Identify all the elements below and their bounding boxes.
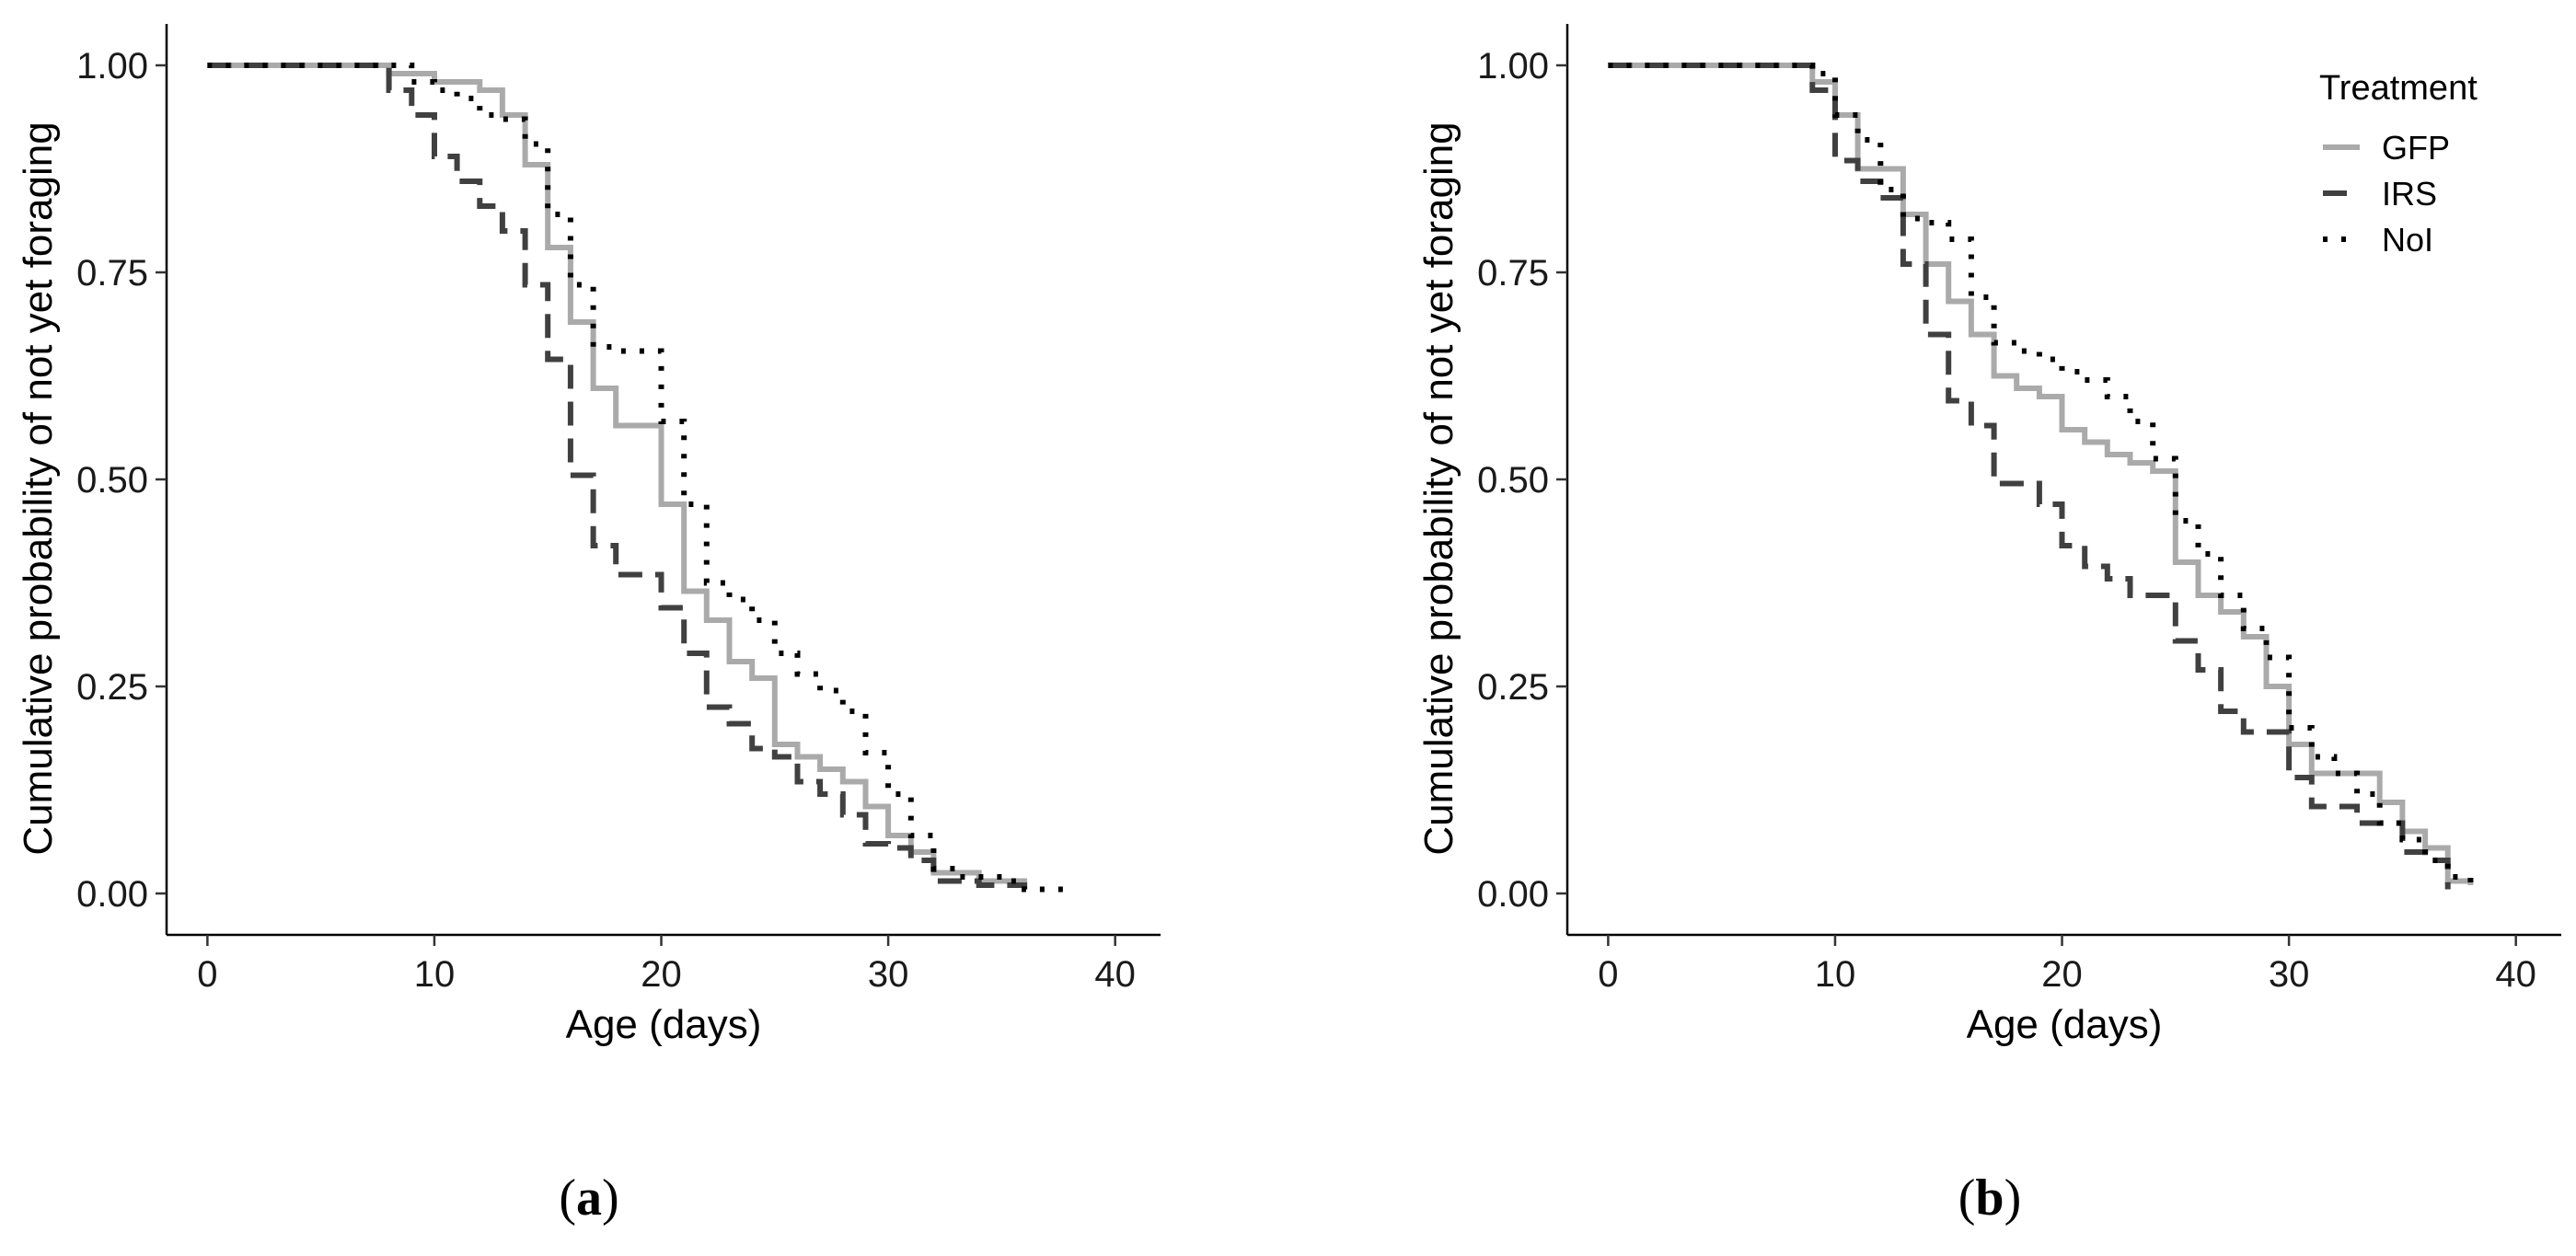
panel-label: (b) xyxy=(1958,1170,2021,1227)
x-tick-label: 20 xyxy=(641,954,682,995)
x-tick-label: 10 xyxy=(1815,954,1856,995)
series-line-gfp xyxy=(207,63,1028,885)
legend-label-irs: IRS xyxy=(2382,175,2437,213)
legend: Treatment GFP IRS NoI xyxy=(2319,69,2478,259)
legend-label-gfp: GFP xyxy=(2382,129,2450,167)
x-tick-label: 10 xyxy=(414,954,456,995)
x-tick-label: 40 xyxy=(1094,954,1136,995)
y-tick-label: 0.75 xyxy=(76,253,148,294)
y-tick-label: 0.50 xyxy=(1477,460,1549,501)
x-tick-label: 40 xyxy=(2495,954,2536,995)
y-axis-title: Cumulative probability of not yet foragi… xyxy=(1416,121,1461,855)
y-tick-label: 1.00 xyxy=(1477,46,1549,86)
x-tick-label: 20 xyxy=(2041,954,2083,995)
x-tick-label: 0 xyxy=(1598,954,1618,995)
x-tick-label: 30 xyxy=(2269,954,2310,995)
y-tick-label: 0.00 xyxy=(76,874,148,915)
x-axis-title: Age (days) xyxy=(1967,1002,2163,1047)
chart-panel-a: 0 10 20 30 40 0.00 0.25 0.50 0.75 1.00 Age (days) C… xyxy=(16,24,1161,1227)
y-tick-label: 0.25 xyxy=(76,667,148,708)
series-line-irs xyxy=(1608,63,2451,890)
y-axis-title: Cumulative probability of not yet foragi… xyxy=(16,121,61,855)
x-axis-title: Age (days) xyxy=(566,1002,762,1047)
series-line-gfp xyxy=(1608,63,2474,885)
chart-panel-b: 0 10 20 30 40 0.00 0.25 0.50 0.75 1.00 Age (days) C… xyxy=(1416,24,2561,1227)
panel-label: (a) xyxy=(559,1170,618,1227)
y-tick-label: 0.00 xyxy=(1477,874,1549,915)
series-line-irs xyxy=(207,63,1028,890)
legend-label-noi: NoI xyxy=(2382,221,2433,259)
series-line-noi xyxy=(207,63,1070,893)
y-tick-label: 1.00 xyxy=(76,46,148,86)
series-line-noi xyxy=(1608,63,2474,885)
legend-title: Treatment xyxy=(2319,69,2478,108)
y-tick-label: 0.75 xyxy=(1477,253,1549,294)
y-tick-label: 0.25 xyxy=(1477,667,1549,708)
x-tick-label: 0 xyxy=(197,954,217,995)
y-tick-label: 0.50 xyxy=(76,460,148,501)
x-tick-label: 30 xyxy=(868,954,909,995)
